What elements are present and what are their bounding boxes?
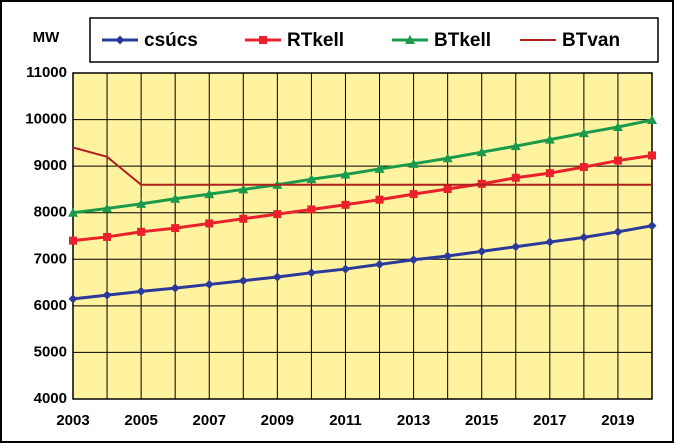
data-point <box>375 195 384 204</box>
data-point <box>613 227 623 237</box>
data-point <box>137 227 146 236</box>
legend-marker <box>405 35 415 44</box>
data-point <box>239 214 248 223</box>
series-line <box>72 224 653 301</box>
data-point <box>103 232 112 241</box>
data-point <box>578 128 589 138</box>
x-tick-label: 2005 <box>124 412 157 429</box>
data-point <box>272 272 282 282</box>
data-point <box>544 134 555 144</box>
data-point <box>648 151 656 160</box>
data-point <box>409 190 418 199</box>
data-point <box>69 236 77 245</box>
x-tick-label: 2007 <box>193 412 226 429</box>
series-line <box>72 118 653 215</box>
data-point <box>408 158 419 168</box>
data-point <box>374 163 385 173</box>
data-point <box>613 156 622 165</box>
x-tick-label: 2009 <box>261 412 294 429</box>
legend-box <box>89 17 659 63</box>
data-point <box>136 286 146 296</box>
data-point <box>273 210 282 219</box>
x-tick-label: 2015 <box>465 412 498 429</box>
series-line <box>72 146 652 186</box>
data-point <box>443 184 452 193</box>
legend-label: csúcs <box>144 30 198 51</box>
plot-area <box>73 73 652 399</box>
data-point <box>68 294 78 304</box>
y-tick-label: 4000 <box>34 390 67 407</box>
data-point <box>442 153 453 163</box>
plot-border <box>72 72 653 400</box>
data-point <box>647 115 657 125</box>
data-point <box>511 173 520 182</box>
data-point <box>306 174 317 184</box>
data-point <box>409 255 419 265</box>
data-point <box>647 221 657 231</box>
legend-label: BTkell <box>434 30 491 51</box>
data-point <box>238 184 249 194</box>
legend-marker <box>115 35 125 45</box>
data-point <box>340 264 350 274</box>
data-point <box>68 207 78 217</box>
data-point <box>307 205 316 214</box>
legend-label: BTvan <box>562 30 620 51</box>
data-point <box>204 279 214 289</box>
data-point <box>477 246 487 256</box>
data-point <box>204 189 215 199</box>
data-point <box>579 232 589 242</box>
x-tick-label: 2019 <box>601 412 634 429</box>
y-axis-label: MW <box>33 29 60 46</box>
data-point <box>170 283 180 293</box>
data-point <box>612 122 623 132</box>
data-point <box>238 276 248 286</box>
data-point <box>443 251 453 261</box>
series-line <box>72 153 653 243</box>
data-point <box>510 141 521 151</box>
y-tick-label: 5000 <box>34 343 67 360</box>
legend-label: RTkell <box>287 30 344 51</box>
data-point <box>341 200 350 209</box>
y-tick-label: 7000 <box>34 250 67 267</box>
y-tick-label: 10000 <box>25 111 67 128</box>
data-point <box>545 237 555 247</box>
y-tick-label: 8000 <box>34 204 67 221</box>
data-point <box>340 169 351 179</box>
data-point <box>545 169 554 178</box>
data-point <box>375 259 385 269</box>
data-point <box>102 290 112 300</box>
legend-marker <box>259 36 267 44</box>
x-tick-label: 2003 <box>56 412 89 429</box>
data-point <box>205 219 214 228</box>
x-tick-label: 2013 <box>397 412 430 429</box>
data-point <box>102 203 113 213</box>
y-tick-label: 11000 <box>26 64 67 81</box>
x-tick-label: 2017 <box>533 412 566 429</box>
data-point <box>136 198 147 208</box>
data-point <box>171 224 180 233</box>
data-point <box>476 147 487 157</box>
y-tick-label: 6000 <box>34 297 67 314</box>
y-tick-label: 9000 <box>34 157 67 174</box>
x-tick-label: 2011 <box>329 412 362 429</box>
data-point <box>579 163 588 172</box>
data-point <box>306 268 316 278</box>
data-point <box>170 193 181 203</box>
data-point <box>511 242 521 252</box>
